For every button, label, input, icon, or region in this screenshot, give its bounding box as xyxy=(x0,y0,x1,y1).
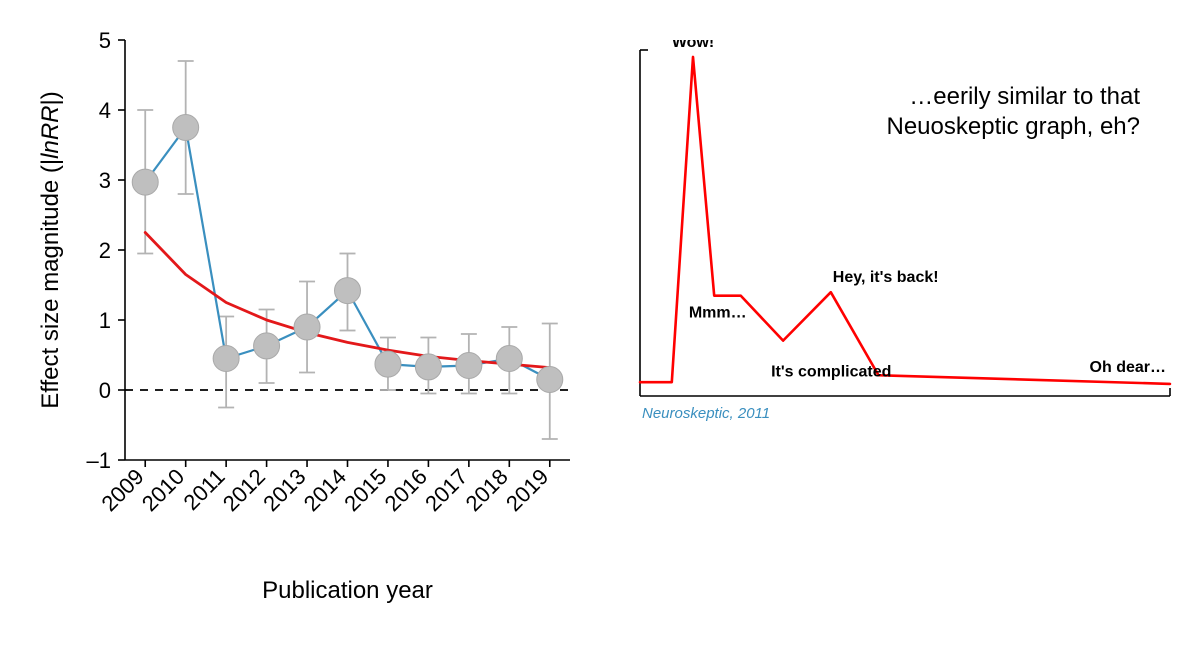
annotation-mmm: Mmm… xyxy=(689,305,747,322)
attribution-text: Neuroskeptic, 2011 xyxy=(642,405,770,422)
data-point xyxy=(132,169,158,195)
x-tick-label: 2017 xyxy=(420,464,472,516)
data-point xyxy=(213,346,239,372)
effect-size-chart: –101234520092010201120122013201420152016… xyxy=(30,20,590,620)
y-tick-label: 4 xyxy=(99,98,111,123)
data-point xyxy=(335,278,361,304)
annotation-complicated: It's complicated xyxy=(771,364,891,381)
x-axis-label: Publication year xyxy=(262,577,433,604)
data-point xyxy=(375,351,401,377)
x-tick-label: 2018 xyxy=(461,464,513,516)
annotation-ohdear: Oh dear… xyxy=(1090,359,1166,376)
y-tick-label: 5 xyxy=(99,28,111,53)
x-tick-label: 2012 xyxy=(218,464,270,516)
right-chart-panel: Wow! Mmm… It's complicated Hey, it's back! O… xyxy=(620,40,1180,460)
data-point xyxy=(537,367,563,393)
y-tick-label: 2 xyxy=(99,238,111,263)
data-point xyxy=(254,333,280,359)
data-point xyxy=(496,346,522,372)
x-tick-label: 2019 xyxy=(501,464,553,516)
y-axis-label: Effect size magnitude (|lnRR|) xyxy=(37,91,64,409)
x-tick-label: 2013 xyxy=(258,464,310,516)
data-point xyxy=(456,353,482,379)
left-chart-panel: –101234520092010201120122013201420152016… xyxy=(30,20,590,620)
data-point xyxy=(294,314,320,340)
data-point xyxy=(173,115,199,141)
x-tick-label: 2016 xyxy=(380,464,432,516)
annotation-wow: Wow! xyxy=(672,40,714,51)
neuroskeptic-chart: Wow! Mmm… It's complicated Hey, it's back! O… xyxy=(620,40,1180,460)
caption-line-2: Neuoskeptic graph, eh? xyxy=(887,113,1141,140)
x-tick-label: 2015 xyxy=(339,464,391,516)
y-tick-label: –1 xyxy=(87,448,111,473)
x-tick-label: 2014 xyxy=(299,464,351,516)
y-tick-label: 0 xyxy=(99,378,111,403)
y-tick-label: 3 xyxy=(99,168,111,193)
y-tick-label: 1 xyxy=(99,308,111,333)
caption-line-1: …eerily similar to that xyxy=(909,83,1140,110)
x-tick-label: 2011 xyxy=(179,464,230,515)
data-point xyxy=(415,354,441,380)
annotation-back: Hey, it's back! xyxy=(833,269,939,286)
x-tick-label: 2010 xyxy=(137,464,189,516)
